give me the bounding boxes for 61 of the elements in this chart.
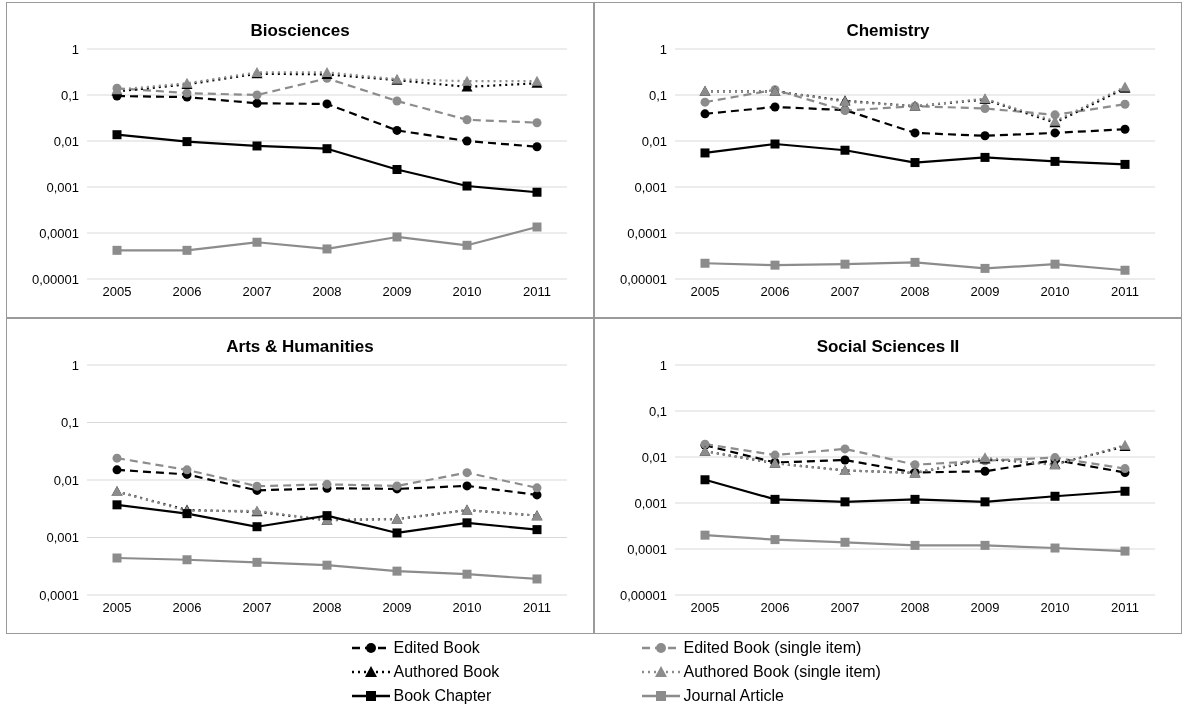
y-tick-label: 0,0001 [39,225,79,241]
x-tick-label: 2007 [242,284,272,300]
chart-title: Chemistry [845,21,931,42]
legend-label: Book Chapter [393,687,492,705]
x-tick-label: 2010 [1040,284,1070,300]
legend-label: Edited Book [393,639,480,657]
x-tick-label: 2007 [830,600,860,616]
chart-title: Arts & Humanities [225,337,375,358]
y-tick-label: 1 [71,357,79,373]
x-tick-label: 2006 [172,600,202,616]
y-tick-label: 1 [659,357,667,373]
legend-label: Authored Book [393,663,500,681]
chart-title: Social Sciences II [815,337,961,358]
x-tick-label: 2010 [452,600,482,616]
x-tick-label: 2009 [970,600,1000,616]
x-tick-label: 2011 [1111,284,1139,300]
x-tick-label: 2007 [830,284,860,300]
x-tick-label: 2005 [102,600,132,616]
x-tick-label: 2006 [760,284,790,300]
x-tick-label: 2011 [1111,600,1139,616]
y-tick-label: 0,1 [60,87,79,103]
legend-label: Authored Book (single item) [683,663,881,681]
y-tick-label: 0,001 [46,530,79,546]
y-tick-label: 0,1 [60,415,79,431]
x-tick-label: 2008 [900,284,930,300]
x-tick-label: 2011 [523,600,551,616]
chart-title: Biosciences [249,21,351,42]
legend-label: Edited Book (single item) [683,639,862,657]
x-tick-label: 2008 [312,600,342,616]
x-tick-label: 2010 [452,284,482,300]
y-tick-label: 0,01 [641,449,667,465]
x-tick-label: 2007 [242,600,272,616]
y-tick-label: 0,0001 [627,541,667,557]
x-tick-label: 2005 [102,284,132,300]
y-tick-label: 0,0001 [39,587,79,603]
y-tick-label: 0,0001 [627,225,667,241]
y-tick-label: 0,00001 [32,271,79,287]
y-tick-label: 1 [71,41,79,57]
x-tick-label: 2009 [970,284,1000,300]
y-tick-label: 0,001 [634,495,667,511]
y-tick-label: 0,1 [648,87,667,103]
x-tick-label: 2008 [312,284,342,300]
y-tick-label: 0,00001 [620,271,667,287]
x-tick-label: 2010 [1040,600,1070,616]
x-tick-label: 2009 [382,600,412,616]
x-tick-label: 2011 [523,284,551,300]
y-tick-label: 0,001 [46,179,79,195]
y-tick-label: 0,01 [53,472,79,488]
legend-label: Journal Article [683,687,784,705]
x-tick-label: 2005 [690,600,720,616]
y-tick-label: 0,01 [53,133,79,149]
y-tick-label: 0,00001 [620,587,667,603]
y-tick-label: 1 [659,41,667,57]
x-tick-label: 2005 [690,284,720,300]
y-tick-label: 0,001 [634,179,667,195]
x-tick-label: 2009 [382,284,412,300]
y-tick-label: 0,1 [648,403,667,419]
x-tick-label: 2008 [900,600,930,616]
x-tick-label: 2006 [760,600,790,616]
y-tick-label: 0,01 [641,133,667,149]
x-tick-label: 2006 [172,284,202,300]
